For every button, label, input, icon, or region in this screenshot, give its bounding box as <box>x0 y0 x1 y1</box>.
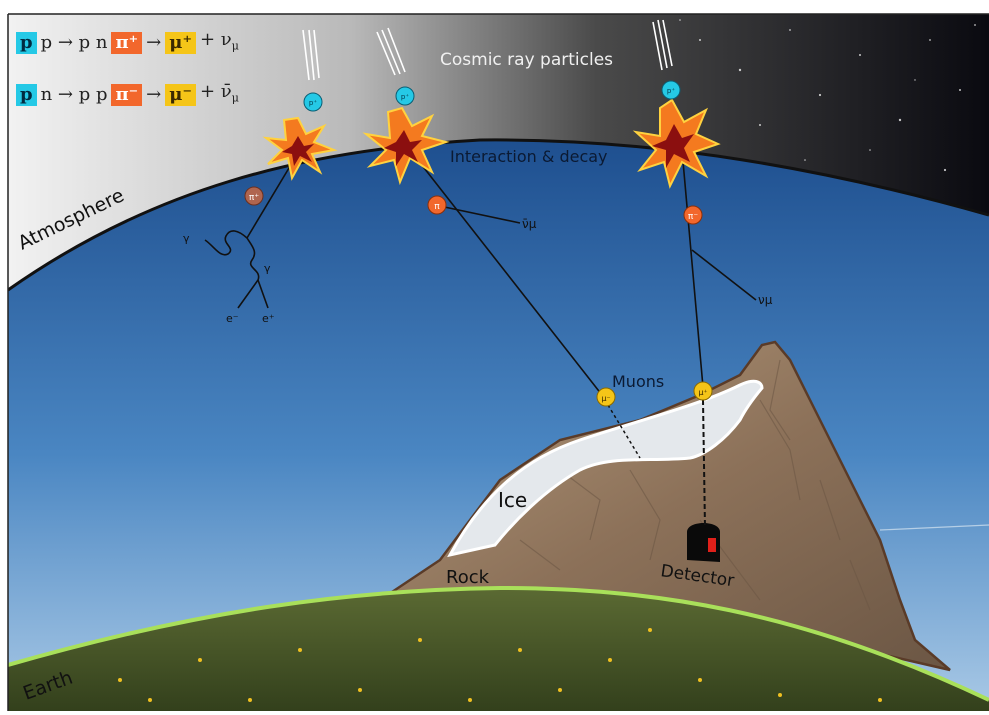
proton-1-label: p⁺ <box>309 99 317 107</box>
pion-2: π <box>427 195 447 215</box>
ice-label: Ice <box>498 488 527 512</box>
proton-3-label: p⁺ <box>667 87 675 95</box>
electron-minus-label: e⁻ <box>226 312 239 325</box>
earth-edge <box>8 585 989 702</box>
eq2-antineutrino-symbol: + ν̄ <box>199 81 232 102</box>
proton-2-label: p⁺ <box>401 93 409 101</box>
interaction-burst-2 <box>362 106 450 186</box>
electron-plus-label: e⁺ <box>262 312 275 325</box>
pion-1: π⁺ <box>244 186 264 206</box>
proton-1: p⁺ <box>303 92 323 112</box>
cosmic-rays-label: Cosmic ray particles <box>440 50 613 70</box>
eq1-neutrino-sub: μ <box>231 39 239 53</box>
interaction-burst-1 <box>262 116 338 181</box>
flowers <box>118 628 882 702</box>
ice <box>447 379 764 558</box>
antineutrino-label: ν̄μ <box>522 217 537 231</box>
proton-3: p⁺ <box>661 80 681 100</box>
pion-1-label: π⁺ <box>249 193 259 203</box>
muon-path-right <box>702 399 706 529</box>
interaction-label: Interaction & decay <box>450 147 608 166</box>
gamma-label-1: γ <box>183 232 190 245</box>
rock-texture <box>519 359 871 611</box>
earth <box>8 588 989 711</box>
ray-streaks <box>302 19 673 81</box>
muon-path-left <box>607 404 641 459</box>
eq2-pion: π⁻ <box>111 84 143 107</box>
detector <box>687 523 720 562</box>
muon-2-label: μ⁺ <box>698 388 707 397</box>
stars <box>679 19 976 172</box>
eq1-proton: p <box>16 32 37 55</box>
eq1-neutrino-symbol: + ν <box>199 29 232 50</box>
eq2-proton: p <box>16 84 37 107</box>
eq2-reaction: n → p p <box>40 84 108 106</box>
gamma-label-2: γ <box>264 262 271 275</box>
atmosphere-boundary <box>8 138 989 292</box>
equation-proton-neutron: p n → p p π⁻ → μ⁻ + ν̄μ <box>16 82 239 109</box>
eq1-muon: μ⁺ <box>165 32 196 55</box>
rock-label: Rock <box>446 567 490 588</box>
eq1-neutrino: + νμ <box>200 30 239 57</box>
interaction-burst-3 <box>632 98 721 189</box>
muon-2: μ⁺ <box>693 381 713 401</box>
muon-1: μ⁻ <box>596 387 616 407</box>
pion-2-label: π <box>434 202 440 212</box>
equation-proton-proton: p p → p n π⁺ → μ⁺ + νμ <box>16 30 239 57</box>
proton-2: p⁺ <box>395 86 415 106</box>
neutrino-label: νμ <box>758 293 773 307</box>
pion-3-label: π⁻ <box>688 212 698 222</box>
eq2-antineutrino-sub: μ <box>231 91 239 105</box>
eq2-muon: μ⁻ <box>165 84 196 107</box>
pion-3: π⁻ <box>683 205 703 225</box>
eq1-arrow: → <box>146 32 162 54</box>
eq2-antineutrino: + ν̄μ <box>200 82 239 109</box>
muons-label: Muons <box>612 372 664 391</box>
muon-1-label: μ⁻ <box>601 394 610 403</box>
eq1-pion: π⁺ <box>111 32 143 55</box>
eq1-reaction: p → p n <box>40 32 108 54</box>
contrail <box>879 524 989 531</box>
detector-core <box>708 538 716 552</box>
eq2-arrow: → <box>146 84 162 106</box>
